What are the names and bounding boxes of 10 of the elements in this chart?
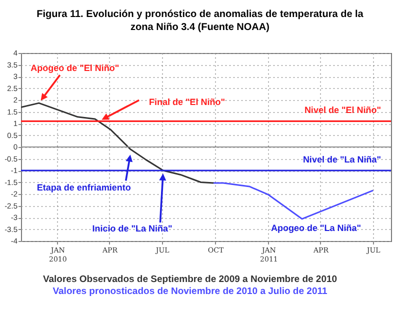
text: Valores pronosticados de Noviembre de 2010 a Julio de 2011 <box>52 286 328 298</box>
ref-line-label: Nivel de "La Niña" <box>302 154 381 164</box>
ref-line-label: Nivel de "El Niño" <box>304 105 381 116</box>
annotation: Apogeo de "El Niño" <box>30 63 120 74</box>
annotation: Inicio de "La Niña" <box>92 224 172 234</box>
annotation: Etapa de enfriamiento <box>36 182 132 193</box>
chart-title: Figura 11. Evolución y pronóstico de anomalias de temperatura de la zona Niño 3.4 (Fuente NOAA) <box>36 8 364 34</box>
text: Valores Observados de Septiembre de 2009 a Noviembre de 2010 <box>42 274 338 286</box>
annotation: Apogeo de "La Niña" <box>270 222 361 233</box>
annotation: Final de "El Niño" <box>149 97 226 108</box>
